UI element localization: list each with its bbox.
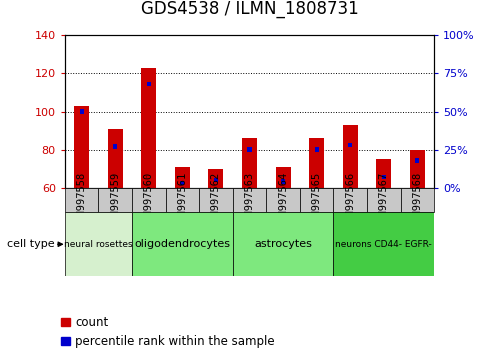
Bar <box>309 138 324 188</box>
Bar <box>300 188 333 212</box>
Bar <box>275 167 290 188</box>
Bar <box>65 212 132 276</box>
Text: GSM997566: GSM997566 <box>345 172 355 228</box>
Bar <box>209 169 224 188</box>
Text: oligodendrocytes: oligodendrocytes <box>134 239 231 249</box>
Bar <box>199 188 233 212</box>
Text: GSM997561: GSM997561 <box>177 172 187 228</box>
Bar <box>65 188 98 212</box>
Bar <box>132 188 166 212</box>
Bar <box>74 106 89 188</box>
Bar <box>266 188 300 212</box>
Text: neural rosettes: neural rosettes <box>64 240 133 249</box>
Text: GSM997559: GSM997559 <box>110 172 120 228</box>
Bar <box>382 175 386 179</box>
Bar <box>281 179 285 184</box>
Bar <box>410 149 425 188</box>
Text: GSM997560: GSM997560 <box>144 172 154 228</box>
Bar <box>315 147 319 152</box>
Bar <box>248 147 251 152</box>
Bar <box>343 125 358 188</box>
Bar <box>113 144 117 149</box>
Text: GSM997563: GSM997563 <box>245 172 254 228</box>
Bar <box>132 212 233 276</box>
Bar <box>333 212 434 276</box>
Text: GSM997565: GSM997565 <box>312 172 322 228</box>
Bar <box>180 181 184 185</box>
Legend: count, percentile rank within the sample: count, percentile rank within the sample <box>61 316 274 348</box>
Text: GSM997564: GSM997564 <box>278 172 288 228</box>
Bar <box>147 82 151 86</box>
Bar <box>367 188 401 212</box>
Bar <box>141 68 156 188</box>
Text: GSM997562: GSM997562 <box>211 172 221 228</box>
Text: cell type: cell type <box>7 239 55 249</box>
Bar <box>175 167 190 188</box>
Text: GSM997567: GSM997567 <box>379 172 389 228</box>
Text: GSM997558: GSM997558 <box>77 172 87 228</box>
Bar <box>348 143 352 147</box>
Bar <box>376 159 391 188</box>
Bar <box>233 188 266 212</box>
Bar <box>333 188 367 212</box>
Text: neurons CD44- EGFR-: neurons CD44- EGFR- <box>335 240 432 249</box>
Bar <box>166 188 199 212</box>
Bar <box>415 158 419 162</box>
Bar <box>108 129 123 188</box>
Bar <box>242 138 257 188</box>
Bar <box>80 109 84 114</box>
Text: GSM997568: GSM997568 <box>412 172 422 228</box>
Text: GDS4538 / ILMN_1808731: GDS4538 / ILMN_1808731 <box>141 0 358 18</box>
Bar <box>401 188 434 212</box>
Text: astrocytes: astrocytes <box>254 239 312 249</box>
Bar <box>98 188 132 212</box>
Bar <box>233 212 333 276</box>
Bar <box>214 178 218 182</box>
